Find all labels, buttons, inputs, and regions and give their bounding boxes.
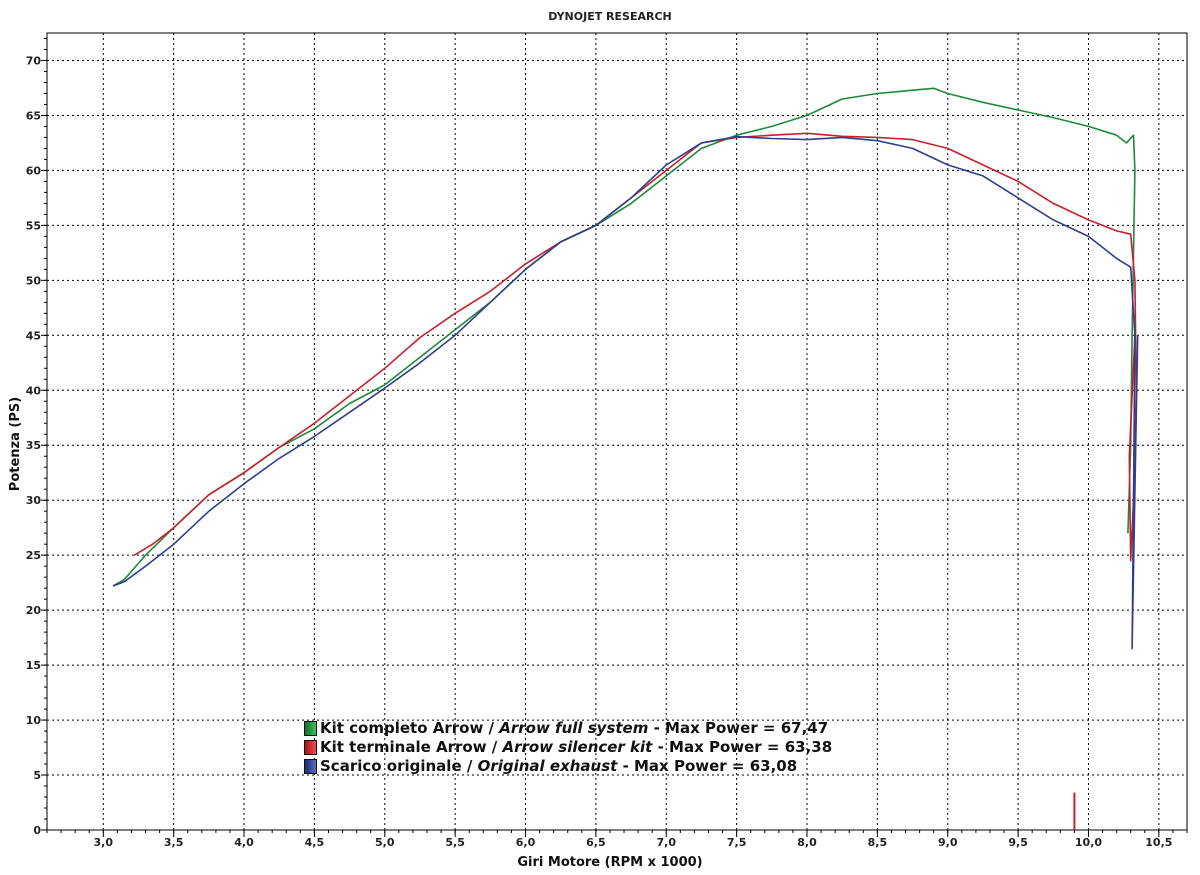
x-tick-label: 3,0 — [94, 836, 114, 849]
y-tick-label: 15 — [26, 659, 41, 672]
legend-swatch-green — [304, 721, 317, 736]
y-tick-label: 35 — [26, 439, 41, 452]
legend-swatch-red — [304, 740, 317, 755]
y-axis-ticks: 0 5 10 15 20 25 30 35 40 45 50 55 60 65 70 — [26, 54, 47, 837]
legend-name: Kit terminale Arrow — [320, 738, 487, 756]
x-tick-label: 3,5 — [164, 836, 184, 849]
series-lines — [112, 87, 1139, 650]
y-tick-label: 45 — [26, 329, 41, 342]
y-tick-label: 55 — [26, 219, 41, 232]
legend: Kit completo Arrow / Arrow full system -… — [304, 719, 832, 776]
chart-title: DYNOJET RESEARCH — [548, 10, 671, 23]
legend-name-en: Arrow full system — [499, 719, 649, 737]
x-tick-label: 7,0 — [657, 836, 677, 849]
legend-name: Scarico originale — [320, 757, 462, 775]
y-tick-label: 20 — [26, 604, 42, 617]
x-tick-label: 6,5 — [586, 836, 606, 849]
y-tick-label: 25 — [26, 549, 41, 562]
x-axis-label: Giri Motore (RPM x 1000) — [517, 855, 702, 870]
legend-max: - Max Power = 63,08 — [622, 757, 798, 775]
y-tick-label: 30 — [26, 494, 42, 507]
legend-swatch-blue — [304, 759, 317, 774]
x-tick-label: 8,5 — [868, 836, 888, 849]
legend-name: Kit completo Arrow — [320, 719, 484, 737]
x-tick-label: 4,0 — [234, 836, 254, 849]
x-tick-label: 4,5 — [305, 836, 325, 849]
legend-item-original-exhaust: Scarico originale / Original exhaust - M… — [304, 757, 832, 776]
x-tick-label: 5,5 — [445, 836, 465, 849]
legend-item-silencer-kit: Kit terminale Arrow / Arrow silencer kit… — [304, 738, 832, 757]
x-tick-label: 6,0 — [516, 836, 536, 849]
x-tick-label: 9,0 — [938, 836, 958, 849]
y-tick-label: 0 — [33, 824, 41, 837]
legend-name-en: Arrow silencer kit — [502, 738, 653, 756]
legend-max: - Max Power = 63,38 — [657, 738, 833, 756]
legend-name-en: Original exhaust — [477, 757, 618, 775]
plot-frame — [46, 32, 1188, 831]
y-tick-label: 5 — [33, 769, 41, 782]
x-tick-label: 5,0 — [375, 836, 395, 849]
y-axis-label: Potenza (PS) — [8, 397, 23, 491]
x-tick-label: 8,0 — [797, 836, 817, 849]
x-tick-label: 7,5 — [727, 836, 747, 849]
x-tick-label: 10,5 — [1145, 836, 1172, 849]
x-axis-ticks: 3,0 3,5 4,0 4,5 5,0 5,5 6,0 6,5 7,0 7,5 8,0 8,5 9,0 9… — [94, 830, 1172, 849]
legend-item-full-system: Kit completo Arrow / Arrow full system -… — [304, 719, 832, 738]
x-tick-label: 10,0 — [1075, 836, 1102, 849]
y-tick-label: 40 — [26, 384, 42, 397]
y-tick-label: 70 — [26, 54, 42, 67]
y-tick-label: 60 — [26, 164, 42, 177]
y-tick-label: 50 — [26, 274, 42, 287]
y-tick-label: 65 — [26, 109, 41, 122]
y-tick-label: 10 — [26, 714, 42, 727]
x-tick-label: 9,5 — [1008, 836, 1028, 849]
grid — [47, 33, 1187, 830]
legend-max: - Max Power = 67,47 — [653, 719, 829, 737]
series-line-2 — [112, 135, 1139, 650]
